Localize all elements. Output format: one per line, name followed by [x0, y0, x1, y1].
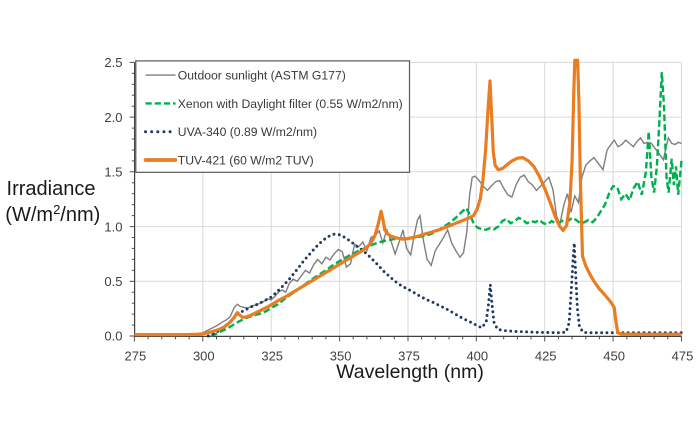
svg-text:300: 300 — [193, 348, 215, 363]
svg-text:Irradiance: Irradiance — [7, 178, 96, 200]
svg-text:Outdoor sunlight (ASTM G177): Outdoor sunlight (ASTM G177) — [178, 69, 346, 83]
svg-text:425: 425 — [535, 348, 557, 363]
svg-text:1.5: 1.5 — [104, 165, 122, 180]
svg-text:325: 325 — [261, 348, 283, 363]
svg-text:0.5: 0.5 — [104, 274, 122, 289]
svg-text:(W/m2/nm): (W/m2/nm) — [5, 202, 100, 226]
svg-text:UVA-340 (0.89 W/m2/nm): UVA-340 (0.89 W/m2/nm) — [178, 125, 317, 139]
svg-text:275: 275 — [125, 348, 147, 363]
svg-text:1.0: 1.0 — [104, 219, 122, 234]
svg-text:350: 350 — [330, 348, 352, 363]
svg-text:450: 450 — [603, 348, 625, 363]
svg-text:Xenon with Daylight filter (0.: Xenon with Daylight filter (0.55 W/m2/nm… — [178, 97, 403, 111]
svg-text:400: 400 — [466, 348, 488, 363]
svg-text:Wavelength (nm): Wavelength (nm) — [336, 361, 484, 383]
svg-text:0.0: 0.0 — [104, 329, 122, 344]
svg-text:375: 375 — [398, 348, 420, 363]
svg-text:2.0: 2.0 — [104, 110, 122, 125]
svg-text:TUV-421 (60 W/m2 TUV): TUV-421 (60 W/m2 TUV) — [178, 154, 314, 168]
svg-text:2.5: 2.5 — [104, 55, 122, 70]
svg-text:475: 475 — [672, 348, 694, 363]
